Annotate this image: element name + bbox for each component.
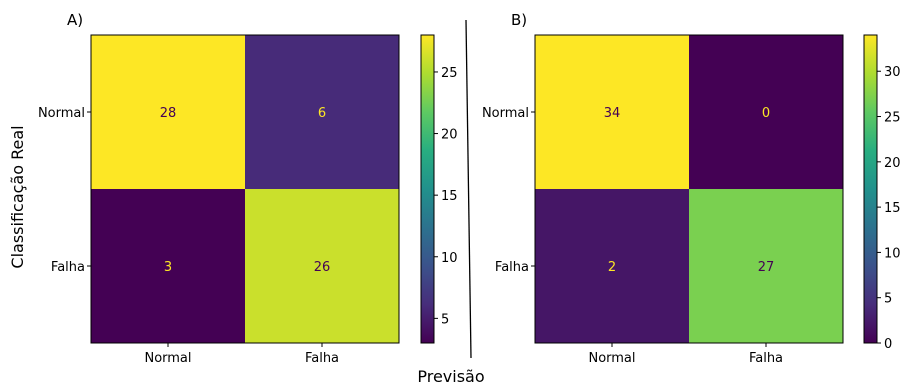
panel-label: A) <box>67 11 83 29</box>
heatmap-cell <box>91 35 245 189</box>
y-tick-label: Falha <box>495 260 529 275</box>
x-tick-label: Normal <box>588 351 635 366</box>
colorbar-tick-label: 15 <box>441 189 458 204</box>
heatmap-cell <box>689 189 843 343</box>
colorbar <box>420 34 435 344</box>
heatmap-cell <box>535 35 689 189</box>
heatmap-frame <box>534 34 844 344</box>
colorbar <box>863 34 878 344</box>
y-axis-label: Classificação Real <box>8 125 27 268</box>
panel-b: B) 34 0 2 27 Normal Falha Normal Falha 0 5 10 15 20 25… <box>482 11 901 366</box>
cell-value-label: 0 <box>762 106 770 121</box>
cell-value-label: 6 <box>318 106 326 121</box>
colorbar-tick-label: 20 <box>884 156 901 171</box>
cell-value-label: 34 <box>604 106 621 121</box>
colorbar-tick-label: 0 <box>884 337 892 352</box>
cell-value-label: 28 <box>160 106 177 121</box>
cell-value-label: 3 <box>164 260 172 275</box>
heatmap-cell <box>245 35 399 189</box>
cell-value-label: 26 <box>314 260 331 275</box>
colorbar-tick-label: 25 <box>441 66 458 81</box>
panel-a: A) 28 6 3 26 Normal Falha Normal Falha 5 10 15 20 25 <box>38 11 458 366</box>
heatmap-cell <box>535 189 689 343</box>
y-tick-label: Normal <box>482 106 529 121</box>
x-tick-label: Falha <box>305 351 339 366</box>
colorbar-tick-label: 10 <box>884 246 901 261</box>
colorbar-tick-label: 30 <box>884 65 901 80</box>
colorbar-tick-label: 25 <box>884 111 901 126</box>
x-tick-label: Normal <box>144 351 191 366</box>
x-tick-label: Falha <box>749 351 783 366</box>
panel-divider <box>465 19 472 359</box>
colorbar-tick-label: 20 <box>441 128 458 143</box>
y-tick-label: Falha <box>51 260 85 275</box>
y-tick-label: Normal <box>38 106 85 121</box>
cell-value-label: 27 <box>758 260 775 275</box>
heatmap-cell <box>689 35 843 189</box>
colorbar-tick-label: 5 <box>884 292 892 307</box>
cell-value-label: 2 <box>608 260 616 275</box>
heatmap-cell <box>245 189 399 343</box>
x-axis-label: Previsão <box>417 367 484 386</box>
heatmap-frame <box>90 34 400 344</box>
heatmap-cell <box>91 189 245 343</box>
colorbar-tick-label: 10 <box>441 251 458 266</box>
colorbar-tick-label: 15 <box>884 201 901 216</box>
colorbar-tick-label: 5 <box>441 312 449 327</box>
panel-label: B) <box>511 11 527 29</box>
